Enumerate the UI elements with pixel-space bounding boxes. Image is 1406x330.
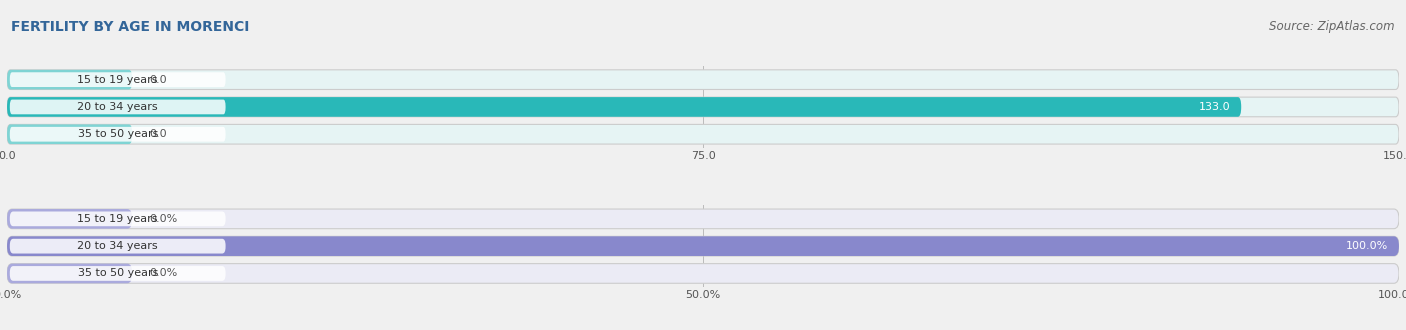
Text: 15 to 19 years: 15 to 19 years [77, 214, 157, 224]
FancyBboxPatch shape [7, 97, 1399, 117]
FancyBboxPatch shape [7, 124, 1399, 144]
FancyBboxPatch shape [7, 236, 1399, 256]
Text: 15 to 19 years: 15 to 19 years [77, 75, 157, 85]
Text: 133.0: 133.0 [1198, 102, 1230, 112]
FancyBboxPatch shape [7, 209, 132, 229]
Text: 0.0: 0.0 [149, 75, 167, 85]
FancyBboxPatch shape [10, 127, 225, 142]
FancyBboxPatch shape [7, 264, 1399, 283]
FancyBboxPatch shape [7, 124, 132, 144]
FancyBboxPatch shape [7, 264, 132, 283]
FancyBboxPatch shape [7, 97, 1241, 117]
Text: 0.0: 0.0 [149, 129, 167, 139]
FancyBboxPatch shape [10, 239, 225, 253]
FancyBboxPatch shape [10, 212, 225, 226]
Text: 0.0%: 0.0% [149, 268, 177, 279]
Text: 0.0%: 0.0% [149, 214, 177, 224]
Text: FERTILITY BY AGE IN MORENCI: FERTILITY BY AGE IN MORENCI [11, 20, 250, 34]
FancyBboxPatch shape [7, 236, 1399, 256]
FancyBboxPatch shape [7, 70, 132, 89]
FancyBboxPatch shape [10, 266, 225, 281]
FancyBboxPatch shape [7, 209, 1399, 229]
Text: 35 to 50 years: 35 to 50 years [77, 129, 157, 139]
Text: 100.0%: 100.0% [1346, 241, 1388, 251]
Text: 20 to 34 years: 20 to 34 years [77, 241, 157, 251]
Text: 20 to 34 years: 20 to 34 years [77, 102, 157, 112]
FancyBboxPatch shape [10, 100, 225, 114]
FancyBboxPatch shape [10, 72, 225, 87]
FancyBboxPatch shape [7, 70, 1399, 89]
Text: Source: ZipAtlas.com: Source: ZipAtlas.com [1270, 20, 1395, 33]
Text: 35 to 50 years: 35 to 50 years [77, 268, 157, 279]
